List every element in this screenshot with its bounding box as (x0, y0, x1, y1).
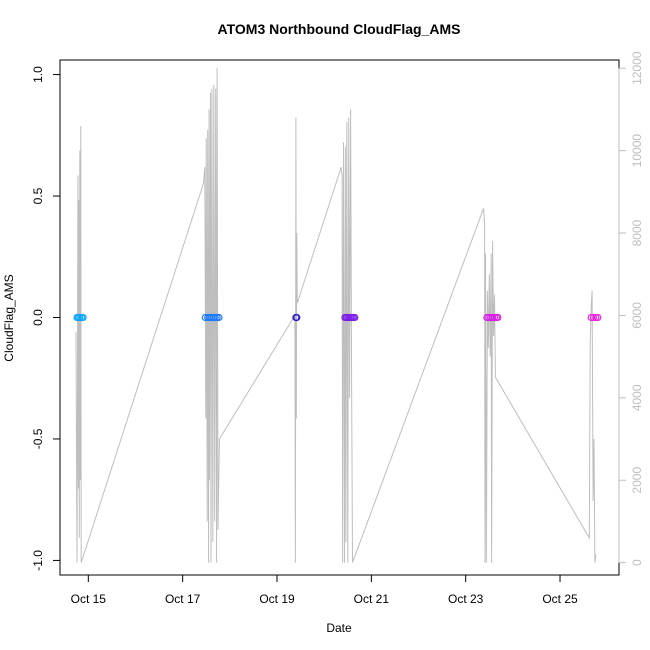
points-layer (73, 313, 602, 322)
altitude-line-layer (75, 68, 597, 563)
y-tick-label: -1.0 (31, 550, 45, 571)
data-point (293, 313, 301, 322)
x-axis-label: Date (326, 621, 352, 635)
data-point (351, 313, 359, 322)
y-tick-label: 0.5 (31, 187, 45, 204)
x-tick-label: Oct 19 (259, 592, 295, 606)
data-point (589, 313, 598, 322)
x-tick-label: Oct 15 (71, 592, 107, 606)
y2-tick-label: 4000 (630, 384, 644, 411)
y2-tick-label: 2000 (630, 467, 644, 494)
y2-tick-label: 6000 (630, 302, 644, 329)
x-tick-label: Oct 23 (448, 592, 484, 606)
data-point (494, 313, 502, 322)
chart-title: ATOM3 Northbound CloudFlag_AMS (218, 21, 461, 37)
y2-tick-label: 10000 (630, 134, 644, 168)
y2-tick-label: 12000 (630, 51, 644, 85)
x-tick-label: Oct 17 (165, 592, 201, 606)
y-tick-label: 0.0 (31, 309, 45, 326)
x-tick-label: Oct 25 (542, 592, 578, 606)
y2-tick-label: 0 (630, 559, 644, 566)
data-point (215, 313, 223, 322)
y2-tick-label: 8000 (630, 219, 644, 246)
data-point (79, 313, 87, 322)
altitude-line (75, 68, 597, 563)
y-axis: -1.0 -0.5 0.0 0.5 1.0 (31, 66, 61, 571)
x-tick-label: Oct 21 (354, 592, 390, 606)
y-tick-label: 1.0 (31, 66, 45, 83)
y-axis-label: CloudFlag_AMS (2, 274, 16, 361)
plot-frame (59, 59, 620, 576)
data-point (594, 313, 602, 322)
y2-axis: 0 2000 4000 6000 8000 10000 12000 (618, 51, 644, 566)
x-axis: Oct 15 Oct 17 Oct 19 Oct 21 Oct 23 Oct 25 (71, 574, 578, 606)
y-tick-label: -0.5 (31, 428, 45, 449)
